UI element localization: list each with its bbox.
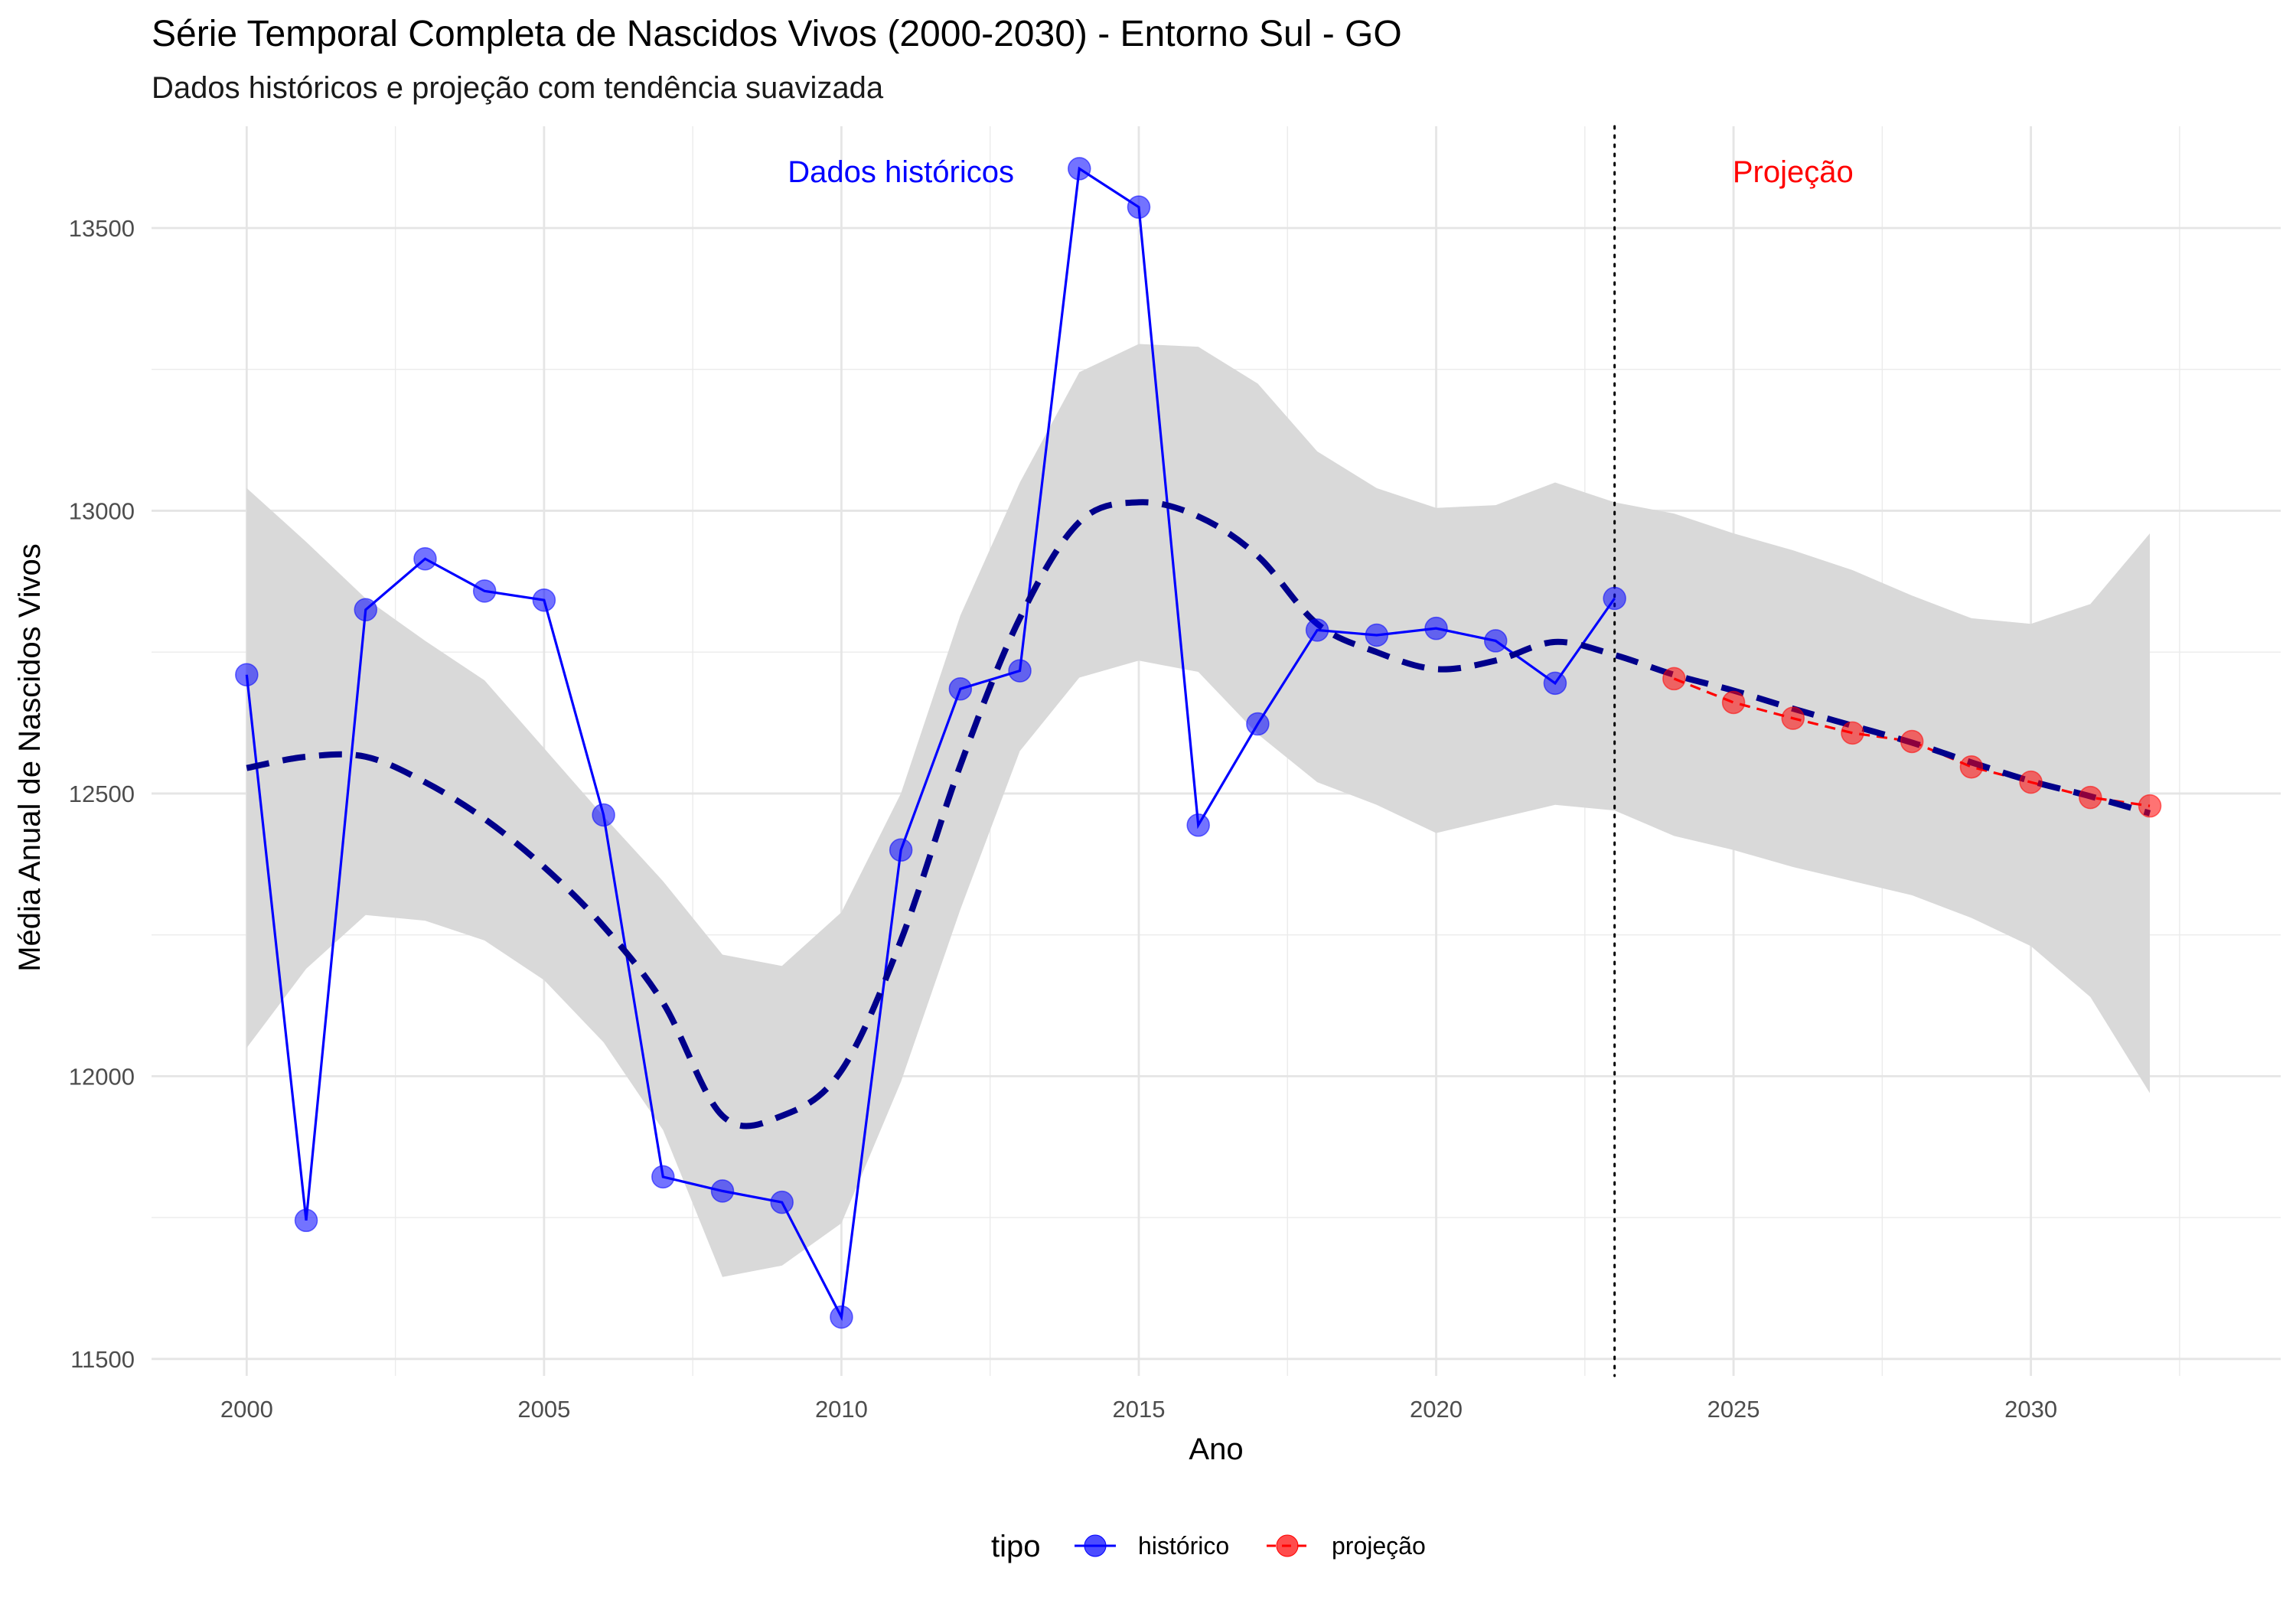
x-tick-label-2030: 2030 (2004, 1396, 2057, 1423)
legend-label-projecao: projeção (1332, 1532, 1426, 1560)
point-historico-2021 (1483, 629, 1508, 653)
point-projecao-2025 (1721, 690, 1746, 715)
annotations: Dados históricos Projeção (788, 155, 1853, 189)
point-projecao-2029 (1959, 755, 1984, 779)
legend: tipo histórico projeção (991, 1530, 1426, 1563)
legend-title: tipo (991, 1530, 1041, 1563)
x-tick-label-2020: 2020 (1410, 1396, 1463, 1423)
legend-entry-historico: histórico (1075, 1532, 1229, 1560)
point-historico-2022 (1543, 671, 1567, 696)
point-historico-2013 (1008, 659, 1032, 683)
point-historico-2011 (889, 838, 913, 862)
point-historico-2008 (710, 1179, 735, 1203)
point-historico-2007 (651, 1165, 675, 1189)
y-tick-label-13000: 13000 (69, 497, 135, 524)
chart-title: Série Temporal Completa de Nascidos Vivo… (152, 14, 1402, 54)
point-projecao-2027 (1841, 721, 1864, 745)
x-tick-labels: 2000 2005 2010 2015 2020 2025 2030 (220, 1396, 2057, 1423)
y-tick-label-12500: 12500 (69, 781, 135, 807)
x-tick-label-2005: 2005 (517, 1396, 570, 1423)
confidence-band (246, 344, 2151, 1277)
confidence-band-area (246, 344, 2151, 1277)
point-projecao-2031 (2079, 785, 2102, 810)
point-historico-2016 (1186, 813, 1210, 837)
point-historico-2019 (1365, 623, 1389, 647)
annotation-dados-historicos: Dados históricos (788, 155, 1014, 189)
x-axis-title: Ano (1189, 1433, 1243, 1466)
point-projecao-2028 (1900, 729, 1924, 754)
y-tick-label-12000: 12000 (69, 1063, 135, 1090)
point-historico-2009 (770, 1190, 794, 1214)
point-historico-2004 (472, 579, 497, 603)
annotation-projecao: Projeção (1733, 155, 1854, 189)
y-axis-title: Média Anual de Nascidos Vivos (13, 543, 47, 972)
point-historico-2006 (592, 803, 615, 827)
x-tick-label-2010: 2010 (815, 1396, 868, 1423)
legend-dot-projecao (1276, 1534, 1299, 1557)
point-historico-2017 (1246, 712, 1270, 736)
chart-subtitle: Dados históricos e projeção com tendênci… (152, 71, 884, 105)
y-tick-label-11500: 11500 (70, 1346, 135, 1373)
point-historico-2023 (1603, 586, 1626, 611)
point-historico-2002 (354, 598, 378, 622)
point-historico-2010 (830, 1305, 853, 1329)
point-historico-2000 (235, 663, 259, 686)
y-tick-labels: 11500 12000 12500 13000 13500 (69, 215, 135, 1373)
point-historico-2001 (294, 1208, 318, 1233)
data-points (235, 157, 2162, 1329)
legend-dot-historico (1084, 1534, 1107, 1557)
point-historico-2012 (948, 676, 973, 701)
y-tick-label-13500: 13500 (69, 215, 135, 242)
point-projecao-2024 (1662, 667, 1686, 691)
point-projecao-2030 (2019, 770, 2043, 794)
legend-label-historico: histórico (1138, 1532, 1229, 1560)
x-tick-label-2000: 2000 (220, 1396, 273, 1423)
point-historico-2020 (1424, 616, 1448, 641)
legend-entry-projecao: projeção (1267, 1532, 1426, 1560)
point-historico-2014 (1068, 157, 1091, 181)
point-historico-2005 (532, 588, 556, 612)
point-historico-2003 (413, 547, 437, 571)
x-tick-label-2015: 2015 (1112, 1396, 1165, 1423)
point-projecao-2032 (2138, 794, 2162, 818)
point-historico-2018 (1305, 618, 1329, 642)
point-projecao-2026 (1781, 706, 1805, 730)
x-tick-label-2025: 2025 (1707, 1396, 1760, 1423)
point-historico-2015 (1127, 195, 1151, 219)
